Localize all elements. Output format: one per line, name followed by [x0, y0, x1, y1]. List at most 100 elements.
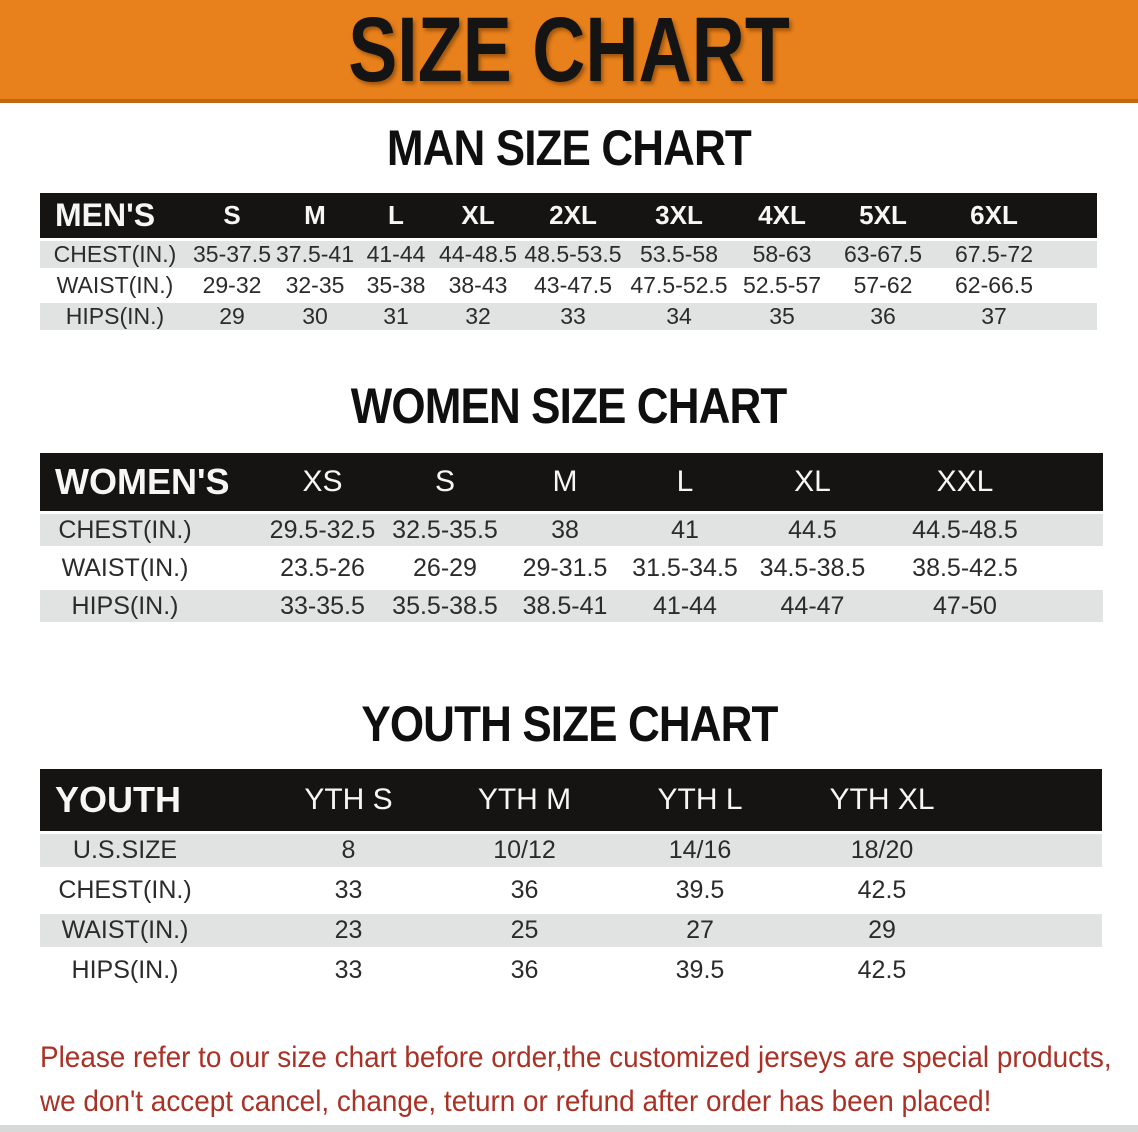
women-table-corner-label: WOMEN'S — [40, 453, 260, 514]
disclaimer-note: Please refer to our size chart before or… — [40, 1036, 1138, 1124]
spacer-cell — [976, 834, 1102, 874]
men-chest-row: CHEST(IN.) 35-37.5 37.5-41 41-44 44-48.5… — [40, 241, 1097, 272]
men-heading-text: MAN SIZE CHART — [386, 120, 752, 176]
women-waist-row: WAIST(IN.) 23.5-26 26-29 29-31.5 31.5-34… — [40, 552, 1103, 590]
cell: 33 — [260, 954, 437, 994]
row-label: HIPS(IN.) — [40, 303, 190, 334]
youth-size-col-l: YTH L — [612, 769, 788, 834]
youth-size-col-s: YTH S — [260, 769, 437, 834]
row-label: HIPS(IN.) — [40, 954, 260, 994]
youth-section-heading: YOUTH SIZE CHART — [0, 698, 1138, 750]
men-header-row: MEN'S S M L XL 2XL 3XL 4XL 5XL 6XL — [40, 193, 1097, 241]
youth-waist-row: WAIST(IN.) 23 25 27 29 — [40, 914, 1102, 954]
youth-chest-row: CHEST(IN.) 33 36 39.5 42.5 — [40, 874, 1102, 914]
cell: 29 — [788, 914, 976, 954]
row-label: HIPS(IN.) — [40, 590, 260, 628]
men-size-col-2xl: 2XL — [520, 193, 626, 241]
youth-size-col-m: YTH M — [437, 769, 612, 834]
cell: 29-31.5 — [505, 552, 625, 590]
women-hips-row: HIPS(IN.) 33-35.5 35.5-38.5 38.5-41 41-4… — [40, 590, 1103, 628]
cell: 34.5-38.5 — [745, 552, 880, 590]
cell: 35-38 — [356, 272, 436, 303]
cell: 35-37.5 — [190, 241, 274, 272]
men-size-col-m: M — [274, 193, 356, 241]
cell: 43-47.5 — [520, 272, 626, 303]
cell: 38.5-42.5 — [880, 552, 1050, 590]
row-label: CHEST(IN.) — [40, 241, 190, 272]
row-label: CHEST(IN.) — [40, 874, 260, 914]
spacer-cell — [1050, 514, 1103, 552]
cell: 48.5-53.5 — [520, 241, 626, 272]
cell: 35.5-38.5 — [385, 590, 505, 628]
row-label: WAIST(IN.) — [40, 272, 190, 303]
cell: 32-35 — [274, 272, 356, 303]
banner-title: SIZE CHART — [348, 0, 790, 101]
cell: 44.5 — [745, 514, 880, 552]
spacer-cell — [976, 914, 1102, 954]
women-heading-text: WOMEN SIZE CHART — [351, 378, 788, 434]
cell: 36 — [437, 874, 612, 914]
spacer-cell — [1054, 241, 1097, 272]
men-hips-row: HIPS(IN.) 29 30 31 32 33 34 35 36 37 — [40, 303, 1097, 334]
women-chest-row: CHEST(IN.) 29.5-32.5 32.5-35.5 38 41 44.… — [40, 514, 1103, 552]
men-size-col-l: L — [356, 193, 436, 241]
cell: 62-66.5 — [934, 272, 1054, 303]
cell: 52.5-57 — [732, 272, 832, 303]
cell: 35 — [732, 303, 832, 334]
youth-size-col-xl: YTH XL — [788, 769, 976, 834]
banner: SIZE CHART — [0, 0, 1138, 103]
youth-size-table: YOUTH YTH S YTH M YTH L YTH XL U.S.SIZE … — [40, 769, 1102, 994]
spacer-cell — [1054, 303, 1097, 334]
cell: 29 — [190, 303, 274, 334]
cell: 30 — [274, 303, 356, 334]
spacer-cell — [976, 874, 1102, 914]
cell: 33 — [520, 303, 626, 334]
cell: 37.5-41 — [274, 241, 356, 272]
cell: 33 — [260, 874, 437, 914]
spacer-cell — [1050, 453, 1103, 514]
row-label: U.S.SIZE — [40, 834, 260, 874]
women-size-col-l: L — [625, 453, 745, 514]
cell: 38-43 — [436, 272, 520, 303]
spacer-cell — [1054, 193, 1097, 241]
men-table-corner-label: MEN'S — [40, 193, 190, 241]
cell: 32 — [436, 303, 520, 334]
cell: 33-35.5 — [260, 590, 385, 628]
cell: 26-29 — [385, 552, 505, 590]
men-size-col-s: S — [190, 193, 274, 241]
men-size-col-6xl: 6XL — [934, 193, 1054, 241]
youth-ussize-row: U.S.SIZE 8 10/12 14/16 18/20 — [40, 834, 1102, 874]
cell: 31.5-34.5 — [625, 552, 745, 590]
spacer-cell — [1050, 552, 1103, 590]
cell: 32.5-35.5 — [385, 514, 505, 552]
youth-hips-row: HIPS(IN.) 33 36 39.5 42.5 — [40, 954, 1102, 994]
cell: 41 — [625, 514, 745, 552]
cell: 42.5 — [788, 874, 976, 914]
cell: 36 — [832, 303, 934, 334]
row-label: WAIST(IN.) — [40, 552, 260, 590]
youth-table-corner-label: YOUTH — [40, 769, 260, 834]
cell: 57-62 — [832, 272, 934, 303]
row-label: WAIST(IN.) — [40, 914, 260, 954]
cell: 63-67.5 — [832, 241, 934, 272]
cell: 44-48.5 — [436, 241, 520, 272]
women-size-col-s: S — [385, 453, 505, 514]
cell: 58-63 — [732, 241, 832, 272]
spacer-cell — [1050, 590, 1103, 628]
disclaimer-line-2: we don't accept cancel, change, teturn o… — [40, 1085, 992, 1118]
women-size-table: WOMEN'S XS S M L XL XXL CHEST(IN.) 29.5-… — [40, 453, 1103, 628]
bottom-edge-strip — [0, 1125, 1138, 1132]
cell: 8 — [260, 834, 437, 874]
cell: 14/16 — [612, 834, 788, 874]
youth-heading-text: YOUTH SIZE CHART — [360, 696, 778, 752]
cell: 27 — [612, 914, 788, 954]
cell: 47.5-52.5 — [626, 272, 732, 303]
women-size-col-xs: XS — [260, 453, 385, 514]
cell: 29.5-32.5 — [260, 514, 385, 552]
spacer-cell — [976, 769, 1102, 834]
men-size-col-xl: XL — [436, 193, 520, 241]
cell: 34 — [626, 303, 732, 334]
row-label: CHEST(IN.) — [40, 514, 260, 552]
cell: 41-44 — [625, 590, 745, 628]
